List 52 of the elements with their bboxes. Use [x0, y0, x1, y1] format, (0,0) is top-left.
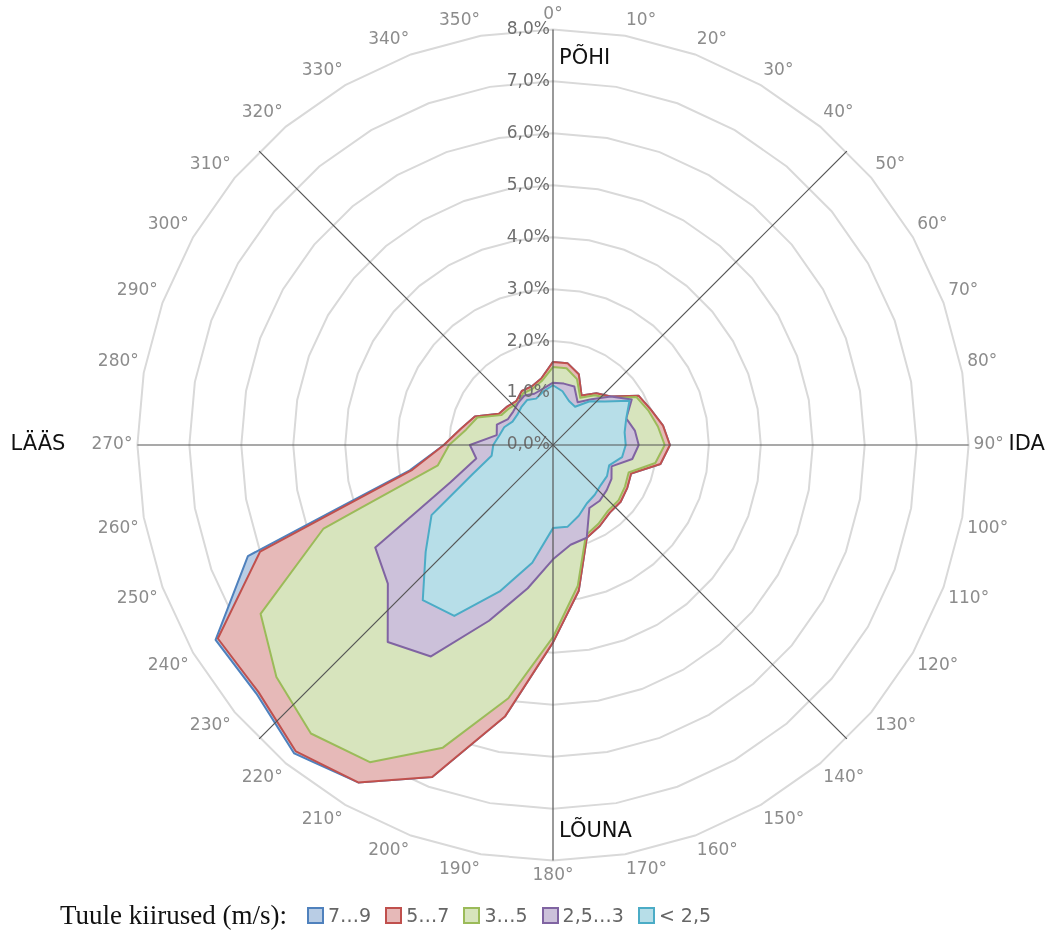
legend-label: 3…5	[484, 904, 528, 926]
text: IDA	[1008, 431, 1046, 456]
spoke-label: 240°	[147, 653, 189, 674]
spoke-label: 10°	[626, 9, 657, 30]
spoke-label: 300°	[147, 212, 189, 233]
spoke-label: 290°	[116, 279, 158, 300]
legend-label: 2,5…3	[562, 904, 624, 926]
spoke-label: 60°	[917, 212, 948, 233]
y-tick-label: 6,0%	[506, 121, 550, 142]
spoke-label: 150°	[763, 807, 805, 828]
spoke-label: 320°	[241, 101, 283, 122]
spoke-label: 330°	[301, 58, 343, 79]
y-tick-label: 2,0%	[506, 329, 550, 350]
text: LÕUNA	[559, 815, 633, 842]
spoke-label: 160°	[696, 838, 738, 859]
spoke-label: 230°	[189, 713, 231, 734]
spoke-label: 170°	[626, 857, 667, 878]
spoke-label: 270°	[91, 433, 133, 454]
text: LÄÄS	[10, 430, 66, 456]
spoke-label: 220°	[241, 765, 283, 786]
y-tick-label: 4,0%	[506, 225, 550, 246]
spoke-label: 180°	[532, 864, 574, 885]
legend-title: Tuule kiirused (m/s):	[60, 899, 288, 931]
legend-label: 5…7	[406, 904, 450, 926]
spoke-label: 50°	[875, 152, 906, 173]
spoke-label: 40°	[823, 101, 854, 122]
spoke-label: 190°	[439, 857, 480, 878]
text: PÕHI	[559, 42, 611, 69]
spoke-label: 350°	[439, 9, 480, 30]
legend-label: < 2,5	[658, 904, 712, 926]
y-tick-label: 7,0%	[506, 69, 550, 90]
y-tick-label: 5,0%	[506, 173, 550, 194]
spoke-label: 110°	[948, 587, 990, 608]
y-tick-label: 1,0%	[506, 381, 550, 402]
spoke-label: 80°	[967, 350, 998, 371]
spoke-label: 70°	[948, 279, 979, 300]
spoke-label: 200°	[368, 838, 410, 859]
spoke-label: 130°	[875, 713, 917, 734]
spoke-label: 30°	[763, 58, 794, 79]
spoke-label: 260°	[97, 516, 139, 537]
spoke-label: 210°	[301, 807, 343, 828]
spoke-label: 120°	[917, 653, 959, 674]
y-tick-label: 3,0%	[506, 277, 550, 298]
spoke-label: 20°	[696, 27, 727, 48]
spoke-label: 310°	[189, 152, 231, 173]
legend-label: 7…9	[328, 904, 372, 926]
spoke-label: 140°	[823, 765, 865, 786]
spoke-label: 100°	[967, 516, 1009, 537]
spoke-label: 250°	[116, 587, 158, 608]
spoke-label: 340°	[368, 27, 410, 48]
spoke-label: 90°	[973, 433, 1004, 454]
spoke-label: 280°	[97, 350, 139, 371]
